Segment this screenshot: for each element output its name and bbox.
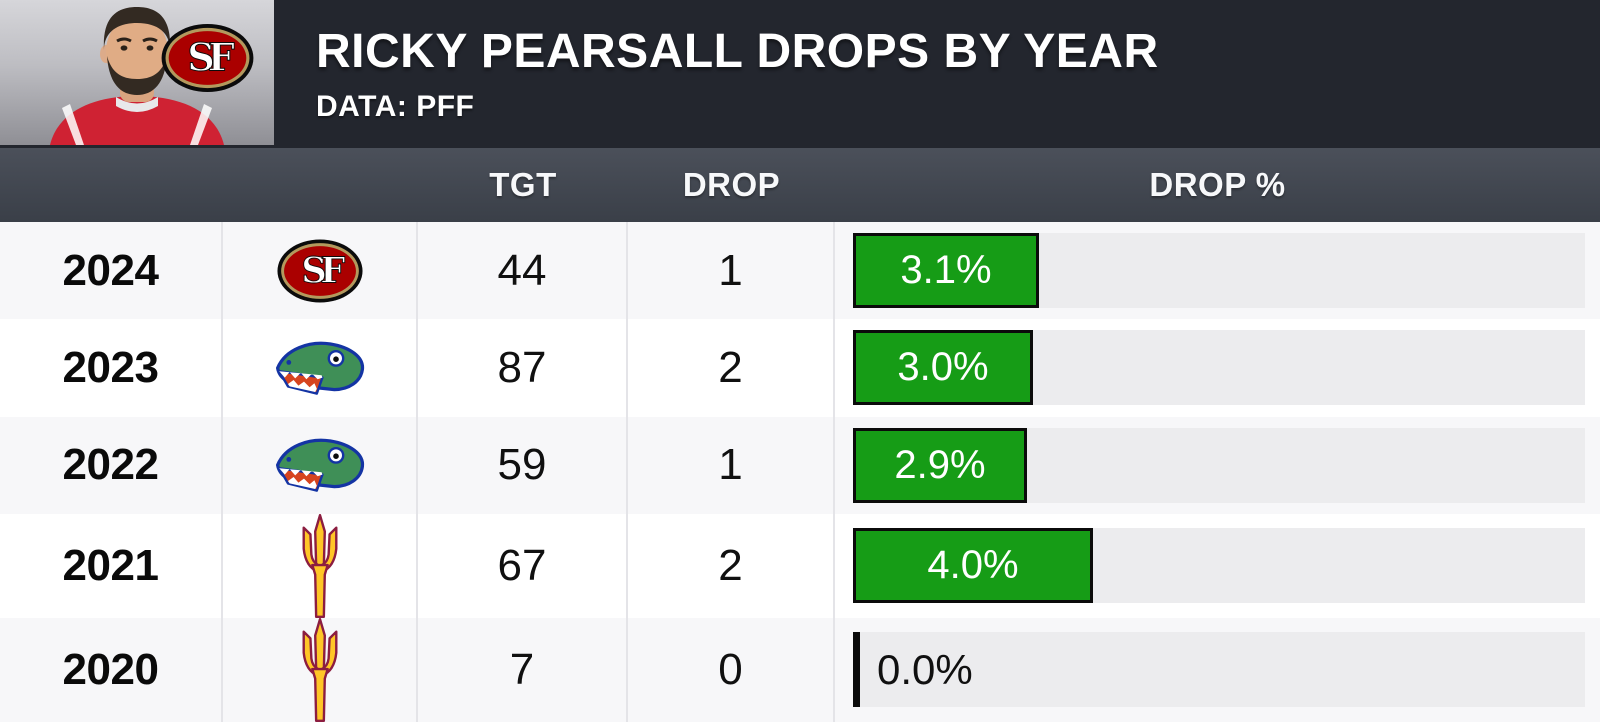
florida-gators-logo xyxy=(275,439,364,493)
florida-gators-logo xyxy=(275,341,364,396)
header: RICKY PEARSALL DROPS BY YEAR DATA: PFF xyxy=(0,0,1600,148)
drop-value: 0 xyxy=(718,644,743,694)
drop-value: 2 xyxy=(718,540,743,590)
year-cell: 2023 xyxy=(0,319,223,417)
sf-49ers-logo xyxy=(161,23,254,93)
drop-cell: 0 xyxy=(628,617,835,722)
drop-pct-label: 4.0% xyxy=(927,543,1019,588)
tgt-value: 44 xyxy=(497,245,547,295)
drop-pct-bar: 3.0% xyxy=(853,330,1033,406)
table-row: 2022 59 1 2.9% xyxy=(0,416,1600,514)
team-logo-cell xyxy=(223,617,418,722)
year-cell: 2022 xyxy=(0,416,223,514)
team-logo-cell xyxy=(223,222,418,320)
zero-bar-marker xyxy=(853,632,860,708)
player-photo xyxy=(0,0,274,145)
drop-pct-label: 2.9% xyxy=(894,442,986,487)
year-label: 2022 xyxy=(62,440,159,490)
drop-pct-track: 4.0% xyxy=(853,528,1585,604)
tgt-value: 7 xyxy=(509,644,535,694)
year-label: 2023 xyxy=(62,342,159,392)
team-logo-cell xyxy=(223,513,418,618)
tgt-cell: 7 xyxy=(418,617,628,722)
tgt-cell: 44 xyxy=(418,222,628,320)
col-header-drop-pct: DROP % xyxy=(1149,166,1286,203)
tgt-value: 67 xyxy=(497,540,547,590)
drop-pct-cell: 4.0% xyxy=(835,514,1600,618)
team-logo-cell xyxy=(223,319,418,417)
drop-pct-bar: 3.1% xyxy=(853,233,1039,309)
year-label: 2021 xyxy=(62,540,159,590)
drop-pct-cell: 3.1% xyxy=(835,222,1600,319)
tgt-value: 59 xyxy=(497,440,547,490)
year-cell: 2021 xyxy=(0,513,223,618)
drop-pct-label: 0.0% xyxy=(877,645,973,693)
drop-pct-cell: 2.9% xyxy=(835,417,1600,514)
tgt-cell: 59 xyxy=(418,416,628,514)
column-header-bar: TGT DROP DROP % xyxy=(0,148,1600,222)
drop-cell: 2 xyxy=(628,319,835,417)
drop-pct-cell: 0.0% xyxy=(835,618,1600,722)
table-body: 2024 44 1 3.1% 2023 87 2 3.0% xyxy=(0,222,1600,722)
year-label: 2020 xyxy=(62,644,159,694)
asu-pitchfork-logo xyxy=(302,617,337,722)
drop-cell: 1 xyxy=(628,222,835,320)
table-row: 2024 44 1 3.1% xyxy=(0,222,1600,320)
drop-pct-track: 3.1% xyxy=(853,233,1585,309)
drop-pct-label: 3.0% xyxy=(897,345,989,390)
drop-pct-track: 3.0% xyxy=(853,330,1585,406)
tgt-value: 87 xyxy=(497,342,547,392)
drop-pct-bar: 4.0% xyxy=(853,528,1094,604)
drop-pct-bar: 2.9% xyxy=(853,427,1027,503)
year-label: 2024 xyxy=(62,245,159,295)
team-logo-cell xyxy=(223,416,418,514)
table-row: 2020 7 0 0.0% xyxy=(0,617,1600,722)
year-cell: 2024 xyxy=(0,222,223,320)
drop-value: 1 xyxy=(718,440,743,490)
drop-cell: 2 xyxy=(628,513,835,618)
drop-value: 1 xyxy=(718,245,743,295)
col-header-drop: DROP xyxy=(682,166,781,203)
tgt-cell: 67 xyxy=(418,513,628,618)
player-avatar xyxy=(50,7,224,145)
data-source-note: DATA: PFF xyxy=(316,90,475,124)
drop-cell: 1 xyxy=(628,416,835,514)
tgt-cell: 87 xyxy=(418,319,628,417)
page-title: RICKY PEARSALL DROPS BY YEAR xyxy=(316,24,1159,78)
table-row: 2021 67 2 4.0% xyxy=(0,513,1600,618)
drop-pct-cell: 3.0% xyxy=(835,319,1600,416)
asu-pitchfork-logo xyxy=(302,513,337,618)
sf-49ers-logo xyxy=(276,238,363,303)
drop-value: 2 xyxy=(718,342,743,392)
drop-pct-label: 3.1% xyxy=(900,248,992,293)
drop-pct-track: 0.0% xyxy=(853,632,1585,708)
drop-pct-track: 2.9% xyxy=(853,427,1585,503)
year-cell: 2020 xyxy=(0,617,223,722)
col-header-tgt: TGT xyxy=(489,166,557,203)
table-row: 2023 87 2 3.0% xyxy=(0,319,1600,417)
header-text: RICKY PEARSALL DROPS BY YEAR DATA: PFF xyxy=(274,0,1159,148)
